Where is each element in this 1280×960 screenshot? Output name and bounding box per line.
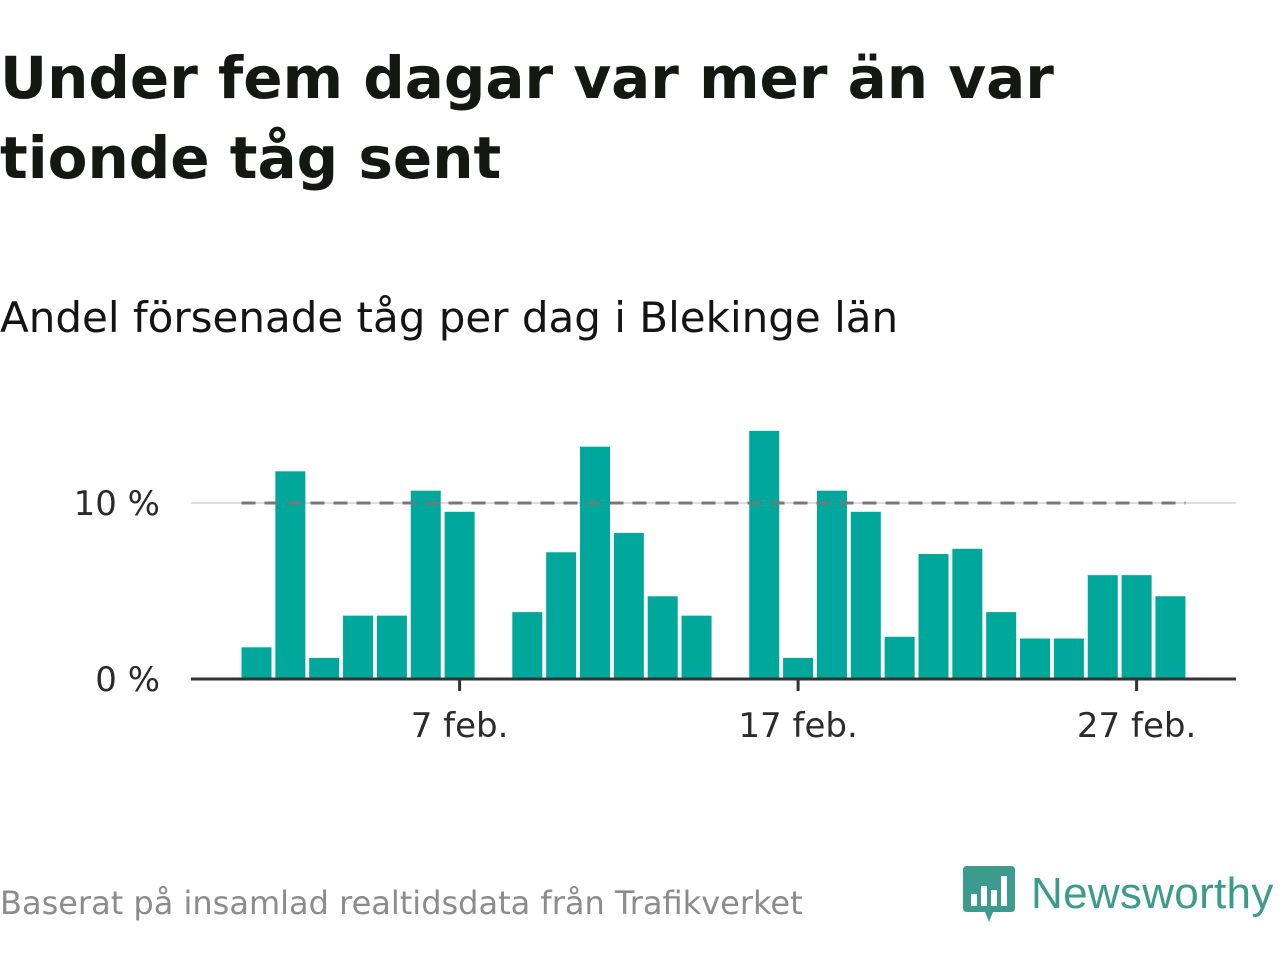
bar	[1155, 596, 1186, 679]
brand-name: Newsworthy	[1031, 869, 1274, 918]
bar	[1121, 575, 1152, 679]
axes: 0 % 10 % 7 feb. 17 feb. 27 feb.	[74, 484, 1236, 746]
y-tick-label: 10 %	[74, 484, 160, 524]
bar	[309, 657, 340, 679]
bar	[918, 554, 949, 679]
bar	[647, 596, 678, 679]
bar	[681, 615, 712, 679]
bars	[241, 430, 1186, 679]
bar	[884, 636, 915, 679]
bar	[1053, 638, 1084, 679]
bar	[952, 548, 983, 679]
bar	[580, 446, 610, 679]
brand-logo[interactable]: Newsworthy	[963, 864, 1274, 924]
bar	[512, 612, 543, 679]
bar	[275, 471, 306, 679]
x-tick-label: 27 feb.	[1077, 706, 1196, 746]
bar	[850, 511, 881, 679]
bar	[986, 612, 1017, 679]
bar	[444, 511, 475, 679]
bar	[816, 490, 847, 679]
bar	[376, 615, 407, 679]
bar	[783, 657, 814, 679]
bar	[546, 552, 577, 679]
bar	[1087, 575, 1118, 679]
bar	[343, 615, 374, 679]
bar	[410, 490, 441, 679]
bar	[1020, 638, 1051, 679]
bar	[241, 647, 272, 679]
chart-subtitle: Andel försenade tåg per dag i Blekinge l…	[0, 293, 899, 342]
x-tick-label: 17 feb.	[738, 706, 857, 746]
chart-title: Under fem dagar var mer än var tionde tå…	[0, 44, 1054, 192]
newsworthy-logo-icon	[963, 866, 1015, 922]
bar-chart: 0 % 10 % 7 feb. 17 feb. 27 feb.	[74, 430, 1236, 746]
bar	[749, 430, 780, 679]
y-tick-label: 0 %	[95, 660, 160, 700]
x-tick-label: 7 feb.	[411, 706, 509, 746]
source-note: Baserat på insamlad realtidsdata från Tr…	[0, 884, 803, 922]
bar	[613, 532, 644, 679]
